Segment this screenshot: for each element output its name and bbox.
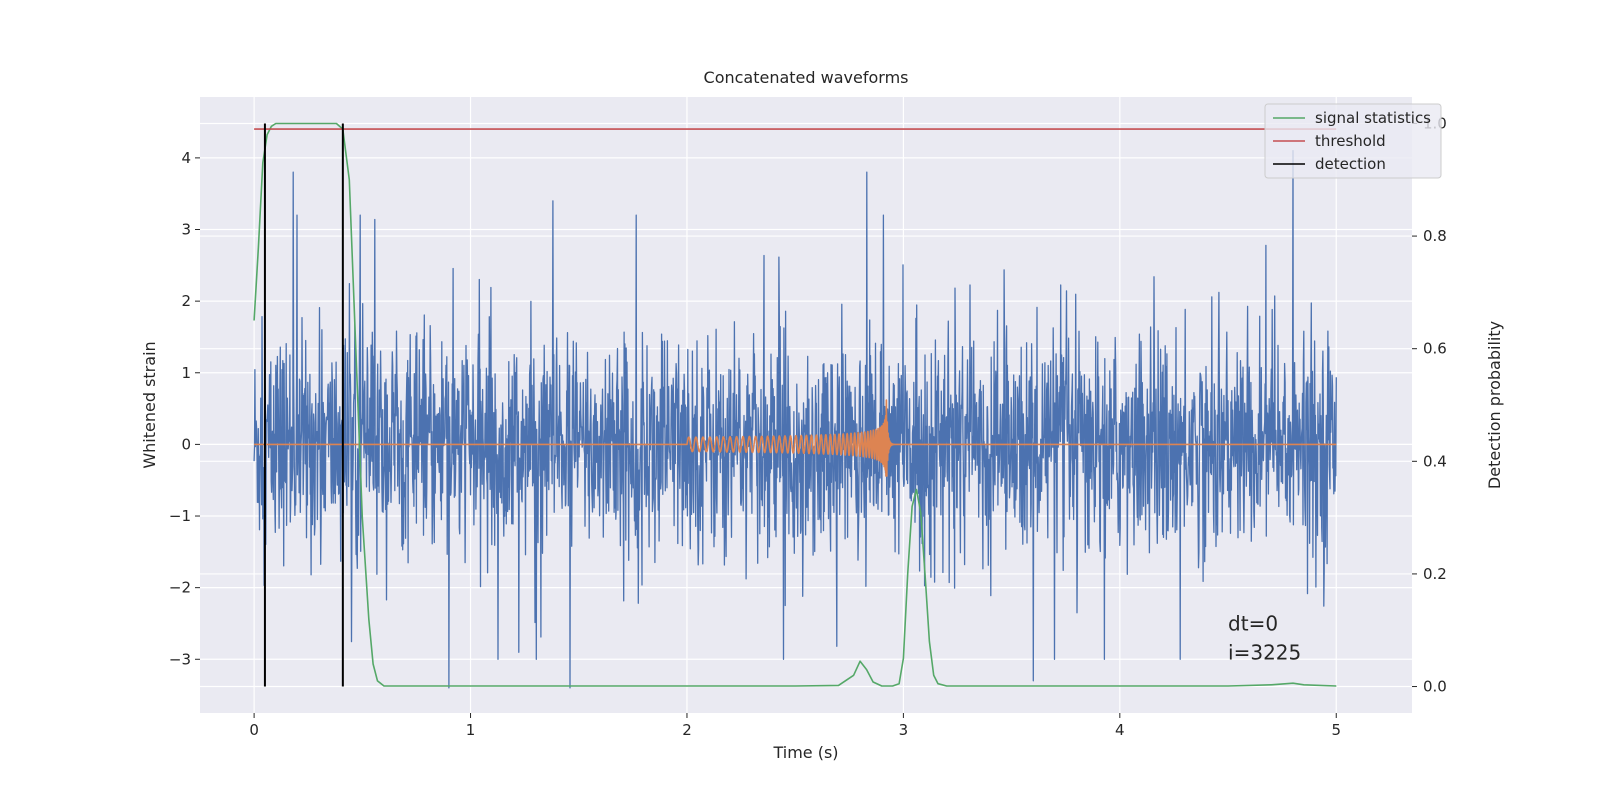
signal-statistics-line (253, 122, 1337, 687)
legend: signal statistics threshold detection (1264, 103, 1442, 179)
x-tick-label: 0 (249, 721, 259, 739)
y2-tick-label: 0.4 (1423, 452, 1447, 470)
x-tick-label: 4 (1115, 721, 1125, 739)
injected-chirp-line (254, 399, 1337, 477)
y2-tick-label: 0.0 (1423, 678, 1447, 696)
legend-label-detection: detection (1315, 155, 1386, 173)
legend-box (1264, 103, 1442, 179)
whitened-strain-line (253, 150, 1337, 689)
y2-tick-label: 0.6 (1423, 340, 1447, 358)
y-tick-label: −1 (169, 507, 191, 525)
y-tick-label: 4 (181, 149, 191, 167)
legend-label-signal-statistics: signal statistics (1315, 109, 1431, 127)
y-tick-label: 3 (181, 221, 191, 239)
x-tick-label: 3 (899, 721, 909, 739)
y2-tick-label: 0.8 (1423, 227, 1447, 245)
y2-axis-label: Detection probability (1485, 321, 1504, 489)
x-tick-label: 1 (466, 721, 476, 739)
legend-label-threshold: threshold (1315, 132, 1386, 150)
y-tick-label: 2 (181, 292, 191, 310)
y-tick-label: −3 (169, 650, 191, 668)
annotation-index: i=3225 (1228, 640, 1301, 664)
x-axis-label: Time (s) (772, 743, 838, 762)
y-tick-label: 1 (181, 364, 191, 382)
x-tick-label: 2 (682, 721, 692, 739)
x-tick-label: 5 (1331, 721, 1341, 739)
annotation-dt: dt=0 (1228, 612, 1278, 636)
series-layer (253, 122, 1337, 689)
chart-title: Concatenated waveforms (704, 68, 909, 87)
y2-tick-label: 0.2 (1423, 565, 1447, 583)
y-axis-label: Whitened strain (140, 341, 159, 468)
y-tick-label: 0 (181, 435, 191, 453)
y-tick-label: −2 (169, 579, 191, 597)
plot-area (200, 97, 1412, 713)
